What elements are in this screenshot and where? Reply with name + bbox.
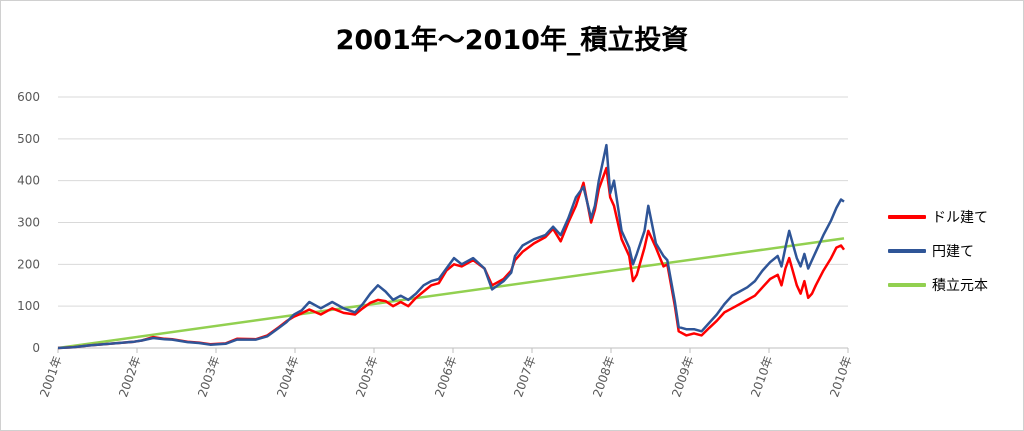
x-axis-ticks: 2001年 2002年 2003年 2004年 2005年 2006年 2007年 2008年… <box>37 348 855 399</box>
legend-item-usd: ドル建て <box>888 200 1018 234</box>
x-tick-label: 2001年 <box>37 354 65 399</box>
x-tick-label: 2005年 <box>353 354 381 399</box>
x-tick-label: 2007年 <box>511 354 539 399</box>
legend-item-principal: 積立元本 <box>888 268 1018 302</box>
x-tick-label: 2008年 <box>590 354 618 399</box>
series-line-principal <box>57 237 845 350</box>
x-tick-label: 2010年 <box>827 354 855 399</box>
legend-swatch-principal <box>888 283 926 287</box>
y-tick-label: 400 <box>17 174 40 188</box>
y-tick-label: 100 <box>17 299 40 313</box>
y-tick-label: 300 <box>17 216 40 230</box>
series-line-jpy <box>57 143 845 350</box>
legend-swatch-usd <box>888 215 926 219</box>
legend-item-jpy: 円建て <box>888 234 1018 268</box>
x-tick-label: 2002年 <box>116 354 144 399</box>
x-tick-label: 2009年 <box>669 354 697 399</box>
x-tick-label: 2003年 <box>195 354 223 399</box>
y-tick-label: 0 <box>32 341 40 355</box>
x-tick-label: 2006年 <box>432 354 460 399</box>
y-tick-label: 600 <box>17 90 40 104</box>
y-axis-ticks: 0 100 200 300 400 500 600 <box>17 90 40 355</box>
y-tick-label: 500 <box>17 132 40 146</box>
legend-label-usd: ドル建て <box>932 210 988 226</box>
x-tick-label: 2004年 <box>274 354 302 399</box>
chart-title: 2001年～2010年_積立投資 <box>335 25 689 56</box>
gridlines <box>58 96 848 307</box>
x-tick-label: 2010年 <box>748 354 776 399</box>
legend-label-jpy: 円建て <box>932 244 974 260</box>
legend-swatch-jpy <box>888 249 926 253</box>
legend-label-principal: 積立元本 <box>932 278 988 294</box>
legend: ドル建て 円建て 積立元本 <box>888 200 1018 302</box>
series-line-usd <box>57 166 846 350</box>
y-tick-label: 200 <box>17 257 40 271</box>
series-lines <box>57 143 846 350</box>
